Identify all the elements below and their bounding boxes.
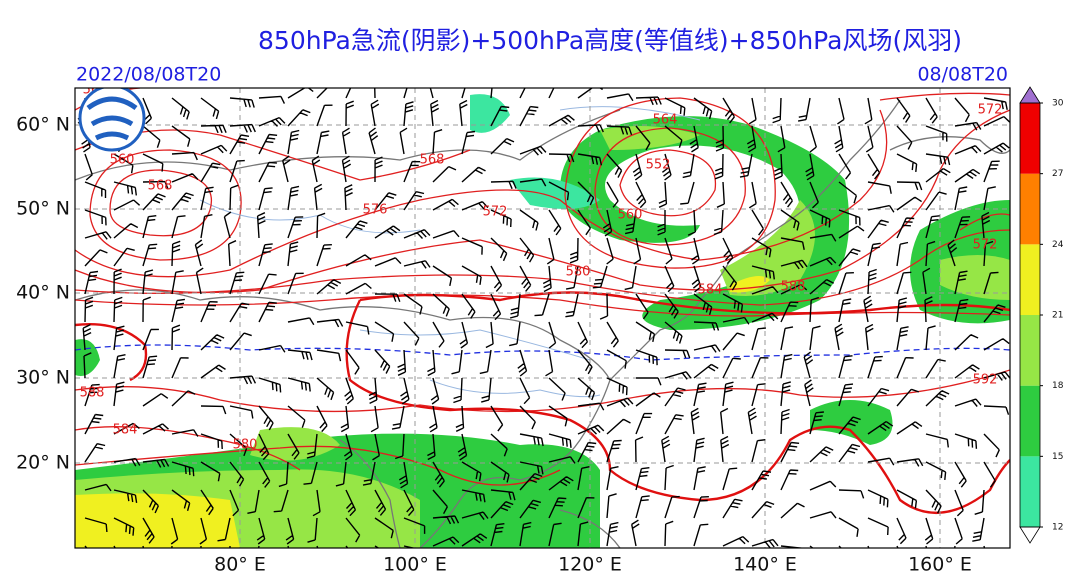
contour-label: 572 — [978, 103, 1003, 118]
lon-label: 160° E — [908, 554, 972, 576]
colorbar-tick-label: 24 — [1052, 240, 1064, 250]
lon-label: 120° E — [558, 554, 622, 576]
colorbar-tick-label: 27 — [1052, 169, 1063, 179]
lat-label: 30° N — [16, 367, 70, 389]
colorbar-segment — [1020, 385, 1040, 457]
lon-label: 140° E — [733, 554, 797, 576]
contour-label: 584 — [113, 423, 138, 438]
colorbar-tick-label: 21 — [1052, 311, 1063, 321]
contour-label: 584 — [698, 283, 723, 298]
lat-label: 50° N — [16, 198, 70, 220]
date-right: 08/08T20 — [917, 64, 1008, 86]
colorbar-tick-label: 12 — [1052, 523, 1063, 533]
colorbar-segment — [1020, 173, 1040, 245]
contour-label: 592 — [973, 373, 998, 388]
contour-label: 576 — [363, 203, 388, 218]
title: 850hPa急流(阴影)+500hPa高度(等值线)+850hPa风场(风羽) — [258, 26, 962, 55]
map-area: 5605605685685765725645525605805845885725… — [75, 88, 1010, 548]
colorbar-segment — [1020, 456, 1040, 527]
colorbar-segment — [1020, 244, 1040, 315]
lat-label: 40° N — [16, 282, 70, 304]
date-left: 2022/08/08T20 — [76, 64, 221, 86]
colorbar-tick-label: 30 — [1052, 99, 1064, 109]
lat-label: 20° N — [16, 452, 70, 474]
contour-label: 580 — [233, 438, 258, 453]
colorbar-segment — [1020, 315, 1040, 386]
contour-label: 572 — [973, 238, 998, 253]
contour-label: 588 — [781, 280, 806, 295]
colorbar: 12 15 18 21 24 27 30 — [1019, 86, 1064, 544]
contour-label: 568 — [420, 153, 445, 168]
contour-label: 552 — [646, 158, 671, 173]
contour-label: 580 — [566, 265, 591, 280]
dashed-line — [75, 344, 1010, 361]
contour-label: 588 — [80, 386, 105, 401]
colorbar-tick-label: 18 — [1052, 381, 1064, 391]
colorbar-segment — [1020, 103, 1040, 174]
lon-label: 80° E — [214, 554, 266, 576]
contour-label: 564 — [653, 113, 678, 128]
axis-labels: 60° N 50° N 40° N 30° N 20° N 80° E 100° E 120°… — [16, 114, 972, 576]
contour-label: 560 — [618, 208, 643, 223]
map-frame — [74, 87, 1011, 549]
colorbar-over — [1019, 86, 1041, 104]
contour-label: 568 — [148, 179, 173, 194]
contour-label: 560 — [110, 153, 135, 168]
contour-label: 572 — [483, 205, 508, 220]
lat-label: 60° N — [16, 114, 70, 136]
logo — [78, 88, 146, 152]
colorbar-tick-label: 15 — [1052, 452, 1063, 462]
lon-label: 100° E — [383, 554, 447, 576]
colorbar-under — [1019, 526, 1041, 544]
